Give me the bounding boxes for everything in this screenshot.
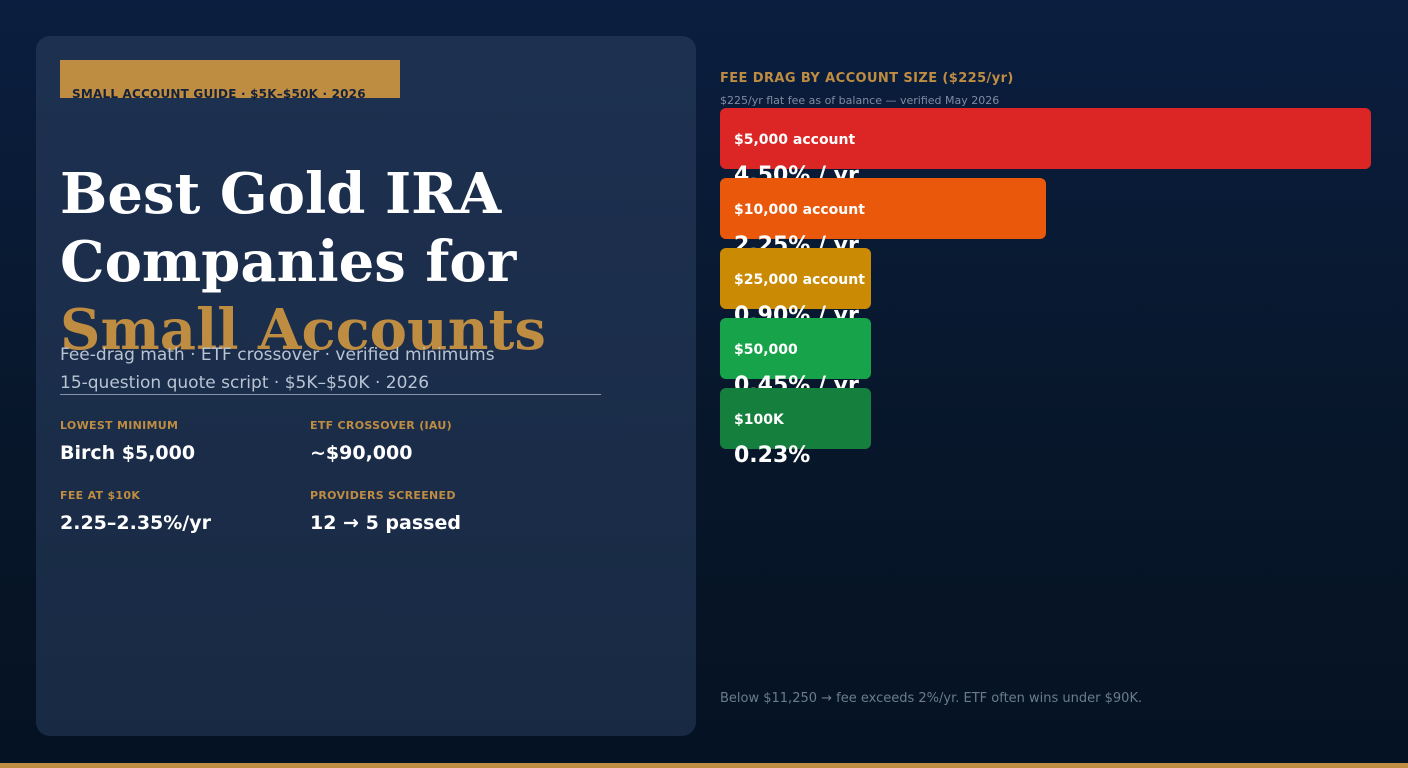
page-title-line-1: Best Gold IRA bbox=[60, 161, 502, 227]
bar-label-0: $5,000 account bbox=[734, 132, 856, 148]
bar-label-4: $100K bbox=[734, 412, 784, 428]
bottom-accent-strip bbox=[0, 763, 1408, 768]
subtitle-line-2: 15-question quote script · $5K–$50K · 20… bbox=[60, 373, 430, 393]
subtitle-line-1: Fee-drag math · ETF crossover · verified… bbox=[60, 345, 495, 365]
stat-value-etf-crossover: ~$90,000 bbox=[310, 442, 413, 464]
bar-4 bbox=[720, 388, 871, 449]
chart-subtitle: $225/yr flat fee as of balance — verifie… bbox=[720, 94, 1000, 107]
stat-label-fee-at-10k: FEE AT $10K bbox=[60, 489, 141, 502]
stat-value-providers-screened: 12 → 5 passed bbox=[310, 512, 461, 534]
bar-2 bbox=[720, 248, 871, 309]
stat-label-providers-screened: PROVIDERS SCREENED bbox=[310, 489, 456, 502]
stat-label-etf-crossover: ETF CROSSOVER (IAU) bbox=[310, 419, 452, 432]
stat-label-lowest-minimum: LOWEST MINIMUM bbox=[60, 419, 179, 432]
divider bbox=[60, 394, 601, 395]
stat-value-lowest-minimum: Birch $5,000 bbox=[60, 442, 196, 464]
chart-footnote: Below $11,250 → fee exceeds 2%/yr. ETF o… bbox=[720, 691, 1143, 706]
page-title-line-2: Companies for bbox=[60, 229, 517, 295]
page-title-line-3: Small Accounts bbox=[60, 297, 546, 363]
stat-value-fee-at-10k: 2.25–2.35%/yr bbox=[60, 512, 211, 534]
bar-label-1: $10,000 account bbox=[734, 202, 865, 218]
bar-value-4: 0.23% bbox=[734, 443, 811, 468]
bar-label-2: $25,000 account bbox=[734, 272, 865, 288]
chart-title: FEE DRAG BY ACCOUNT SIZE ($225/yr) bbox=[720, 71, 1014, 86]
bar-label-3: $50,000 bbox=[734, 342, 798, 358]
bar-1 bbox=[720, 178, 1046, 239]
guide-tag: SMALL ACCOUNT GUIDE · $5K–$50K · 2026 bbox=[60, 60, 400, 101]
bar-0 bbox=[720, 108, 1371, 169]
left-panel bbox=[36, 36, 696, 736]
bar-3 bbox=[720, 318, 871, 379]
guide-tag-text: SMALL ACCOUNT GUIDE · $5K–$50K · 2026 bbox=[72, 87, 366, 101]
